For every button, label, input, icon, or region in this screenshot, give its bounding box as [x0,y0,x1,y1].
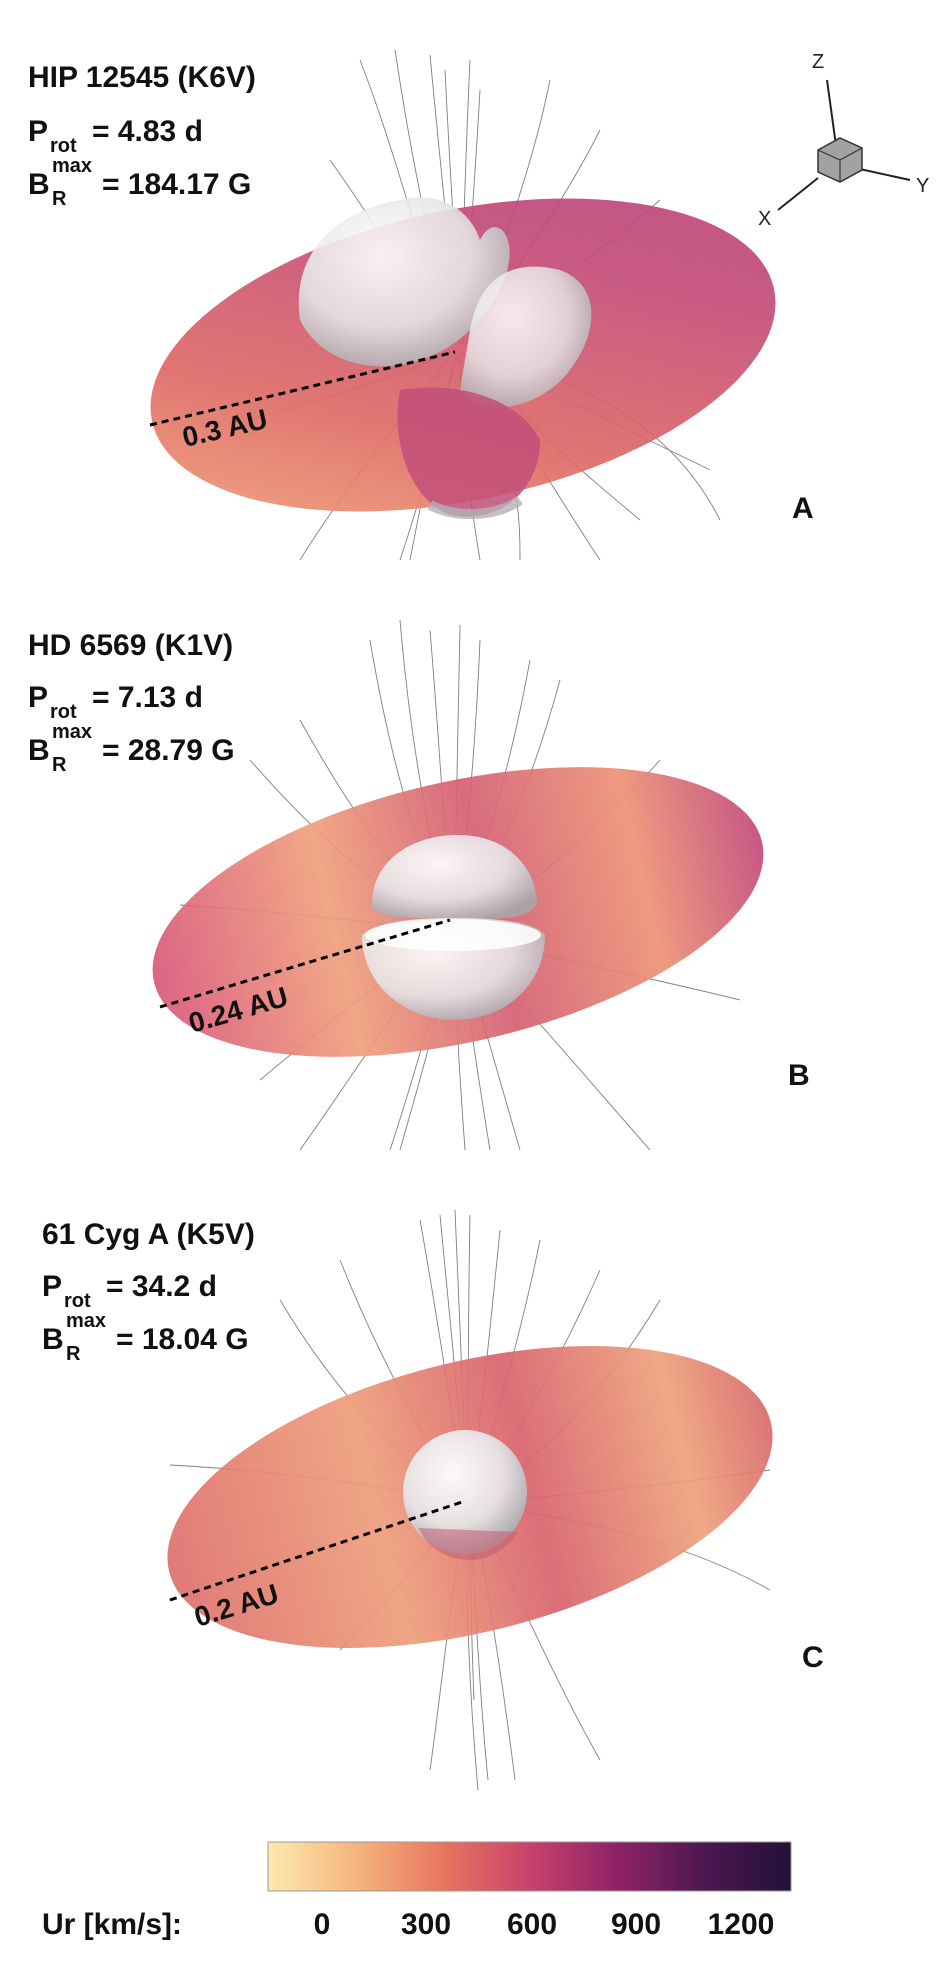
axis-x-label: X [758,208,771,230]
svg-text:P: P [42,1270,62,1303]
rotation-period-a: P rot = 4.83 d [28,115,203,157]
svg-text:B: B [28,168,50,201]
panel-b: 0.24 AU HD 6569 (K1V) P rot = 7.13 d B m… [28,619,810,1151]
colorbar-tick-1200: 1200 [708,1908,775,1941]
star-name-c: 61 Cyg A (K5V) [42,1218,255,1251]
panel-letter-c: C [802,1641,824,1674]
svg-text:rot: rot [64,1290,91,1312]
max-field-a: B max R = 184.17 G [28,155,251,210]
svg-text:P: P [28,681,48,714]
svg-text:R: R [52,188,67,210]
rotation-period-c: P rot = 34.2 d [42,1270,217,1312]
star-name-b: HD 6569 (K1V) [28,629,233,662]
colorbar-tick-900: 900 [611,1908,661,1941]
svg-text:rot: rot [50,135,77,157]
colorbar-tick-300: 300 [401,1908,451,1941]
panel-letter-a: A [792,492,814,525]
svg-text:= 34.2 d: = 34.2 d [106,1270,217,1303]
panel-a: 0.3 AU HIP 12545 (K6V) P rot = 4.83 d B … [28,49,929,561]
svg-text:max: max [52,155,92,177]
magnetic-lobe-a-right [460,266,592,408]
rotation-period-b: P rot = 7.13 d [28,681,203,723]
svg-text:P: P [28,115,48,148]
colorbar-gradient [267,1841,792,1892]
magnetic-lobe-a-upper [298,197,510,367]
svg-text:= 18.04 G: = 18.04 G [116,1323,249,1356]
colorbar-tick-0: 0 [314,1908,331,1941]
max-field-b: B max R = 28.79 G [28,721,235,776]
svg-text:max: max [66,1310,106,1332]
svg-text:R: R [52,754,67,776]
distance-line-c [169,1500,463,1602]
svg-text:rot: rot [50,701,77,723]
star-name-a: HIP 12545 (K6V) [28,61,256,94]
axis-z-label: Z [812,51,824,73]
svg-text:= 7.13 d: = 7.13 d [92,681,203,714]
svg-text:B: B [28,734,50,767]
colorbar: Ur [km/s]: 0 300 600 900 1200 [42,1841,792,1941]
svg-text:max: max [52,721,92,743]
magnetic-lobe-a-lower [397,387,540,517]
distance-line-a [149,350,456,427]
svg-text:R: R [66,1343,81,1365]
svg-text:= 4.83 d: = 4.83 d [92,115,203,148]
svg-text:= 184.17 G: = 184.17 G [102,168,251,201]
axis-y-label: Y [916,175,929,197]
panel-c: 0.2 AU 61 Cyg A (K5V) P rot = 34.2 d B m… [42,1209,824,1791]
svg-text:= 28.79 G: = 28.79 G [102,734,235,767]
colorbar-label: Ur [km/s]: [42,1908,182,1941]
distance-line-b [159,918,451,1009]
colorbar-tick-600: 600 [507,1908,557,1941]
svg-text:B: B [42,1323,64,1356]
max-field-c: B max R = 18.04 G [42,1310,249,1365]
orientation-axes: Z Y X [758,51,929,230]
magnetic-lobe-b-upper [371,834,537,919]
panel-letter-b: B [788,1059,810,1092]
magnetic-lobe-c [403,1430,527,1554]
